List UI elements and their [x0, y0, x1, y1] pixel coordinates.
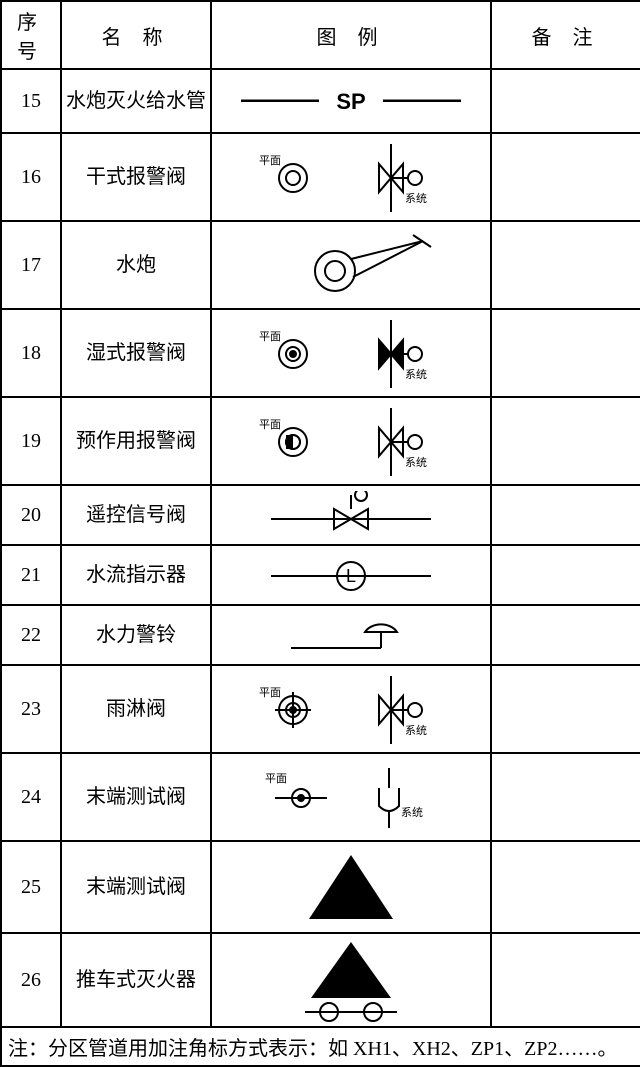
svg-text:平面: 平面 [259, 155, 281, 167]
row-note [491, 933, 640, 1027]
row-note [491, 545, 640, 605]
row-name: 末端测试阀 [61, 841, 211, 933]
svg-text:平面: 平面 [259, 687, 281, 699]
row-note [491, 133, 640, 221]
svg-text:平面: 平面 [259, 331, 281, 343]
table-row: 19预作用报警阀平面系统 [1, 397, 640, 485]
footnote: 注：分区管道用加注角标方式表示：如 XH1、XH2、ZP1、ZP2……。 [1, 1027, 640, 1066]
row-seq: 24 [1, 753, 61, 841]
table-row: 23雨淋阀平面系统 [1, 665, 640, 753]
table-row: 18湿式报警阀平面系统 [1, 309, 640, 397]
table-row: 16干式报警阀平面系统 [1, 133, 640, 221]
svg-text:平面: 平面 [259, 419, 281, 431]
row-symbol [211, 485, 491, 545]
row-name: 水炮灭火给水管 [61, 69, 211, 133]
row-note [491, 485, 640, 545]
row-seq: 19 [1, 397, 61, 485]
row-seq: 22 [1, 605, 61, 665]
row-note [491, 841, 640, 933]
row-name: 推车式灭火器 [61, 933, 211, 1027]
row-seq: 16 [1, 133, 61, 221]
row-name: 水流指示器 [61, 545, 211, 605]
row-name: 雨淋阀 [61, 665, 211, 753]
row-seq: 18 [1, 309, 61, 397]
row-symbol: 平面系统 [211, 753, 491, 841]
row-note [491, 665, 640, 753]
table-row: 15水炮灭火给水管 SP [1, 69, 640, 133]
row-seq: 15 [1, 69, 61, 133]
row-note [491, 605, 640, 665]
svg-text:系统: 系统 [405, 456, 427, 469]
row-note [491, 221, 640, 309]
row-symbol [211, 841, 491, 933]
row-name: 水力警铃 [61, 605, 211, 665]
table-row: 20遥控信号阀 [1, 485, 640, 545]
row-note [491, 397, 640, 485]
row-name: 水炮 [61, 221, 211, 309]
svg-text:L: L [346, 566, 356, 586]
table-row: 17水炮 [1, 221, 640, 309]
row-name: 湿式报警阀 [61, 309, 211, 397]
row-symbol: 平面系统 [211, 665, 491, 753]
header-note: 备 注 [491, 1, 640, 69]
row-note [491, 753, 640, 841]
table-row: 26推车式灭火器 [1, 933, 640, 1027]
header-row: 序号 名 称 图 例 备 注 [1, 1, 640, 69]
svg-text:系统: 系统 [405, 724, 427, 737]
row-symbol: 平面系统 [211, 133, 491, 221]
header-seq: 序号 [1, 1, 61, 69]
row-symbol: 平面系统 [211, 309, 491, 397]
row-note [491, 309, 640, 397]
row-seq: 25 [1, 841, 61, 933]
row-name: 遥控信号阀 [61, 485, 211, 545]
svg-text:SP: SP [336, 89, 365, 114]
row-seq: 17 [1, 221, 61, 309]
row-note [491, 69, 640, 133]
header-symbol: 图 例 [211, 1, 491, 69]
header-name: 名 称 [61, 1, 211, 69]
table-row: 22水力警铃 [1, 605, 640, 665]
row-seq: 21 [1, 545, 61, 605]
row-name: 末端测试阀 [61, 753, 211, 841]
row-seq: 20 [1, 485, 61, 545]
row-symbol [211, 221, 491, 309]
svg-text:系统: 系统 [405, 368, 427, 381]
row-symbol: SP [211, 69, 491, 133]
row-symbol: 平面系统 [211, 397, 491, 485]
table-row: 21水流指示器 L [1, 545, 640, 605]
row-symbol [211, 933, 491, 1027]
svg-text:系统: 系统 [405, 192, 427, 205]
svg-text:平面: 平面 [265, 773, 287, 785]
legend-table: 序号 名 称 图 例 备 注 15水炮灭火给水管 SP 16干式报警阀平面系统1… [0, 0, 640, 1067]
row-seq: 23 [1, 665, 61, 753]
svg-text:系统: 系统 [401, 806, 423, 819]
row-name: 干式报警阀 [61, 133, 211, 221]
table-row: 25末端测试阀 [1, 841, 640, 933]
table-row: 24末端测试阀平面系统 [1, 753, 640, 841]
row-symbol: L [211, 545, 491, 605]
row-seq: 26 [1, 933, 61, 1027]
row-name: 预作用报警阀 [61, 397, 211, 485]
row-symbol [211, 605, 491, 665]
